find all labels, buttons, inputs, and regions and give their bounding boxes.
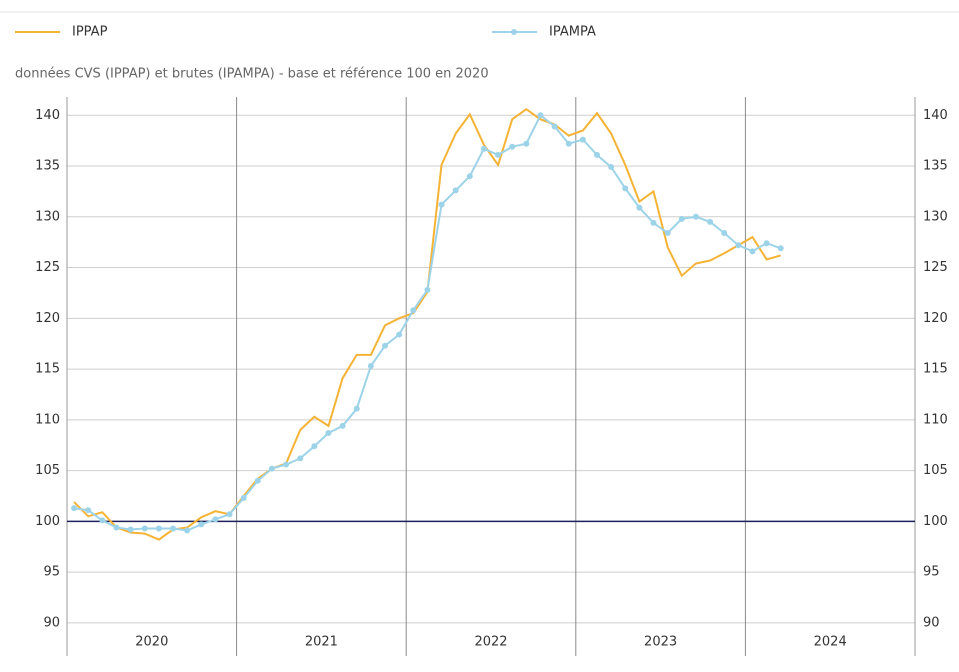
y2-tick-label: 140 xyxy=(923,108,948,123)
point xyxy=(297,455,304,462)
point xyxy=(749,248,756,255)
point xyxy=(735,242,742,249)
point xyxy=(339,422,346,429)
point xyxy=(382,342,388,349)
point xyxy=(268,465,275,472)
point xyxy=(212,516,219,523)
point xyxy=(155,525,162,532)
y-tick-label: 100 xyxy=(35,514,60,529)
point xyxy=(594,151,600,158)
y-tick-label: 125 xyxy=(35,260,60,275)
point xyxy=(537,112,544,119)
point xyxy=(692,213,699,220)
point xyxy=(170,525,176,532)
y2-tick-label: 125 xyxy=(923,260,948,275)
point xyxy=(424,286,431,293)
chart-subtitle: données CVS (IPPAP) et brutes (IPAMPA) -… xyxy=(15,67,489,82)
y-tick-label: 135 xyxy=(35,159,60,174)
point xyxy=(707,218,714,225)
point xyxy=(85,507,92,514)
point xyxy=(678,215,685,222)
point xyxy=(127,526,134,533)
y2-tick-label: 130 xyxy=(923,209,948,224)
point xyxy=(254,477,261,484)
y-tick-label: 90 xyxy=(43,615,60,630)
y2-tick-label: 90 xyxy=(923,615,940,630)
point xyxy=(466,173,473,180)
point xyxy=(650,219,657,226)
y-tick-label: 95 xyxy=(43,565,60,580)
y2-tick-label: 100 xyxy=(923,514,948,529)
point xyxy=(71,505,78,512)
point xyxy=(622,185,629,192)
point xyxy=(495,151,502,158)
y2-tick-label: 120 xyxy=(923,311,948,326)
point xyxy=(480,145,487,152)
x-tick-label: 2022 xyxy=(474,635,507,650)
y2-tick-label: 95 xyxy=(923,565,940,580)
point xyxy=(325,430,332,437)
y2-tick-label: 110 xyxy=(923,412,948,427)
y-tick-label: 140 xyxy=(35,108,60,123)
point xyxy=(721,230,728,237)
point xyxy=(311,443,318,450)
legend-label: IPPAP xyxy=(72,25,108,40)
point xyxy=(240,495,247,502)
y-tick-label: 105 xyxy=(35,463,60,478)
x-tick-label: 2023 xyxy=(644,635,677,650)
y-tick-label: 110 xyxy=(35,412,60,427)
x-tick-label: 2020 xyxy=(135,635,168,650)
point xyxy=(226,511,233,518)
x-tick-label: 2021 xyxy=(305,635,338,650)
point xyxy=(636,204,643,211)
point xyxy=(99,517,106,524)
legend-marker xyxy=(511,29,517,35)
point xyxy=(509,143,516,150)
point xyxy=(551,123,558,130)
y-tick-label: 130 xyxy=(35,209,60,224)
point xyxy=(523,140,530,147)
point xyxy=(664,230,671,237)
point xyxy=(113,524,120,531)
series-line xyxy=(73,107,781,541)
point xyxy=(353,405,360,412)
series-line xyxy=(73,113,782,532)
point xyxy=(608,164,615,171)
y2-tick-label: 105 xyxy=(923,463,948,478)
y-tick-label: 115 xyxy=(35,362,60,377)
point xyxy=(565,140,572,147)
point xyxy=(579,136,586,143)
y2-tick-label: 115 xyxy=(923,362,948,377)
point xyxy=(452,187,459,194)
y2-tick-label: 135 xyxy=(923,159,948,174)
point xyxy=(763,240,770,247)
point xyxy=(184,527,191,534)
legend-label: IPAMPA xyxy=(549,25,596,40)
point xyxy=(283,461,290,468)
point xyxy=(438,201,445,208)
point xyxy=(198,521,205,528)
point xyxy=(777,245,784,252)
point xyxy=(367,363,374,370)
point xyxy=(410,307,417,314)
x-tick-label: 2024 xyxy=(814,635,847,650)
point xyxy=(396,331,403,338)
y-tick-label: 120 xyxy=(35,311,60,326)
point xyxy=(141,525,148,532)
